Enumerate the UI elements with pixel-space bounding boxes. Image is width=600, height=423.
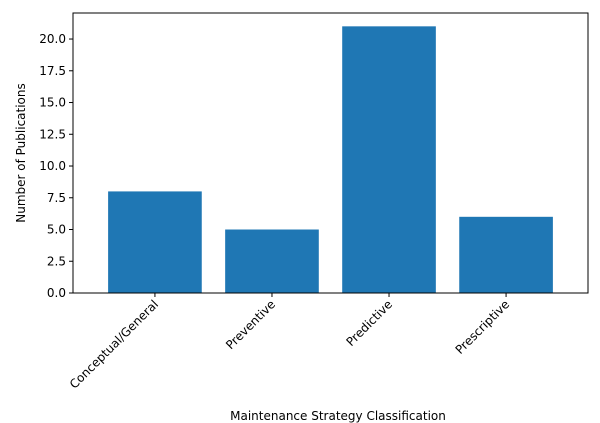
bar-conceptual-general [108,191,202,293]
bar-prescriptive [459,216,553,293]
bars-group [108,26,553,293]
y-axis-ticks: 0.0 2.5 5.0 7.5 10.0 12.5 15.0 17.5 20.0 [39,32,73,300]
y-tick-label: 15.0 [39,96,66,110]
y-tick-label: 5.0 [47,223,66,237]
y-tick-label: 20.0 [39,32,66,46]
y-tick-label: 10.0 [39,159,66,173]
y-tick-label: 7.5 [47,191,66,205]
bar-preventive [225,229,319,293]
y-axis-label: Number of Publications [14,83,28,223]
y-tick-label: 0.0 [47,286,66,300]
y-tick-label: 17.5 [39,64,66,78]
y-tick-label: 12.5 [39,127,66,141]
bar-predictive [342,26,436,293]
x-axis-label: Maintenance Strategy Classification [230,409,446,423]
plot-frame [72,12,589,294]
y-tick-label: 2.5 [47,254,66,268]
